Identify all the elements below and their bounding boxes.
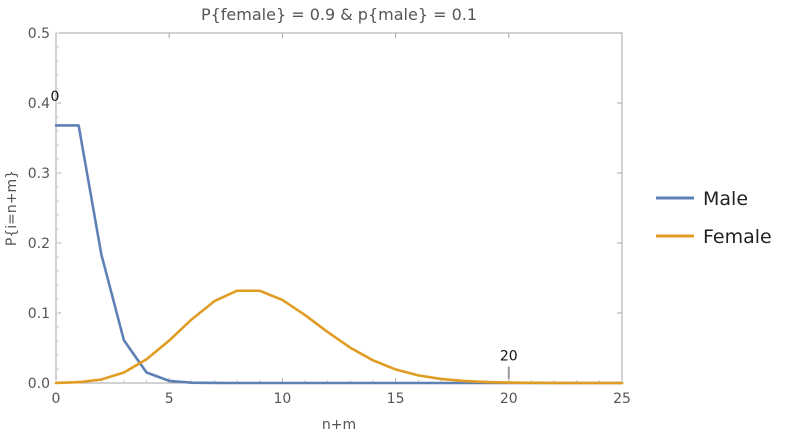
y-tick-label: 0.5 [28, 26, 50, 42]
series-line-male [54, 124, 624, 385]
series-line-female [54, 289, 624, 385]
x-tick-label: 10 [273, 391, 291, 407]
legend: Male Female [656, 188, 772, 248]
x-axis-label: n+m [322, 417, 356, 433]
annotation-label: 0 [51, 89, 60, 105]
y-tick-label: 0.4 [28, 96, 50, 112]
chart-title: P{female} = 0.9 & p{male} = 0.1 [201, 5, 477, 24]
x-tick-label: 15 [387, 391, 405, 407]
x-tick-label: 5 [165, 391, 174, 407]
series-layer [54, 124, 624, 385]
legend-label-male: Male [703, 188, 748, 210]
x-tick-label: 0 [52, 391, 61, 407]
y-tick-label: 0.2 [28, 236, 50, 252]
x-tick-label: 25 [613, 391, 631, 407]
x-axis: 0 5 10 15 20 25 [52, 33, 631, 407]
y-axis: 0.0 0.1 0.2 0.3 0.4 0.5 [28, 26, 622, 392]
plot-frame [55, 32, 623, 384]
y-axis-label: P{i=n+m} [4, 170, 20, 246]
x-tick-label: 20 [500, 391, 518, 407]
y-tick-label: 0.3 [28, 166, 50, 182]
legend-label-female: Female [703, 226, 772, 248]
y-tick-label: 0.0 [28, 376, 50, 392]
annotation-label: 20 [500, 349, 518, 365]
y-tick-label: 0.1 [28, 306, 50, 322]
annotation-layer: 20 0 [51, 89, 518, 379]
